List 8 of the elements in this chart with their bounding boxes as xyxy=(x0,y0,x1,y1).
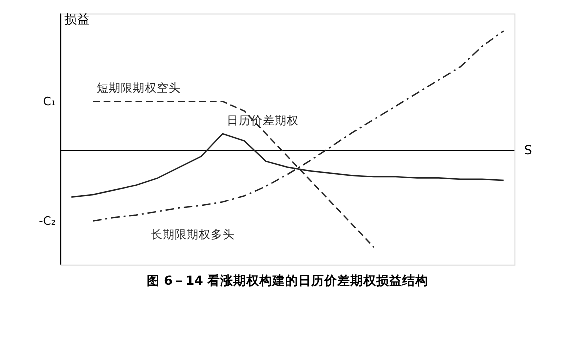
series-label: 日历价差期权 xyxy=(226,113,299,128)
text: -C₂ xyxy=(39,214,56,228)
y-axis-title: 损益 xyxy=(64,11,91,26)
series-label: 短期限期权空头 xyxy=(97,81,182,96)
text: C₁ xyxy=(43,94,56,109)
text: 图 6－14 看涨期权构建的日历价差期权损益结构 xyxy=(146,272,429,288)
series-label: 长期限期权多头 xyxy=(151,228,236,242)
x-axis-title: S xyxy=(524,142,532,158)
